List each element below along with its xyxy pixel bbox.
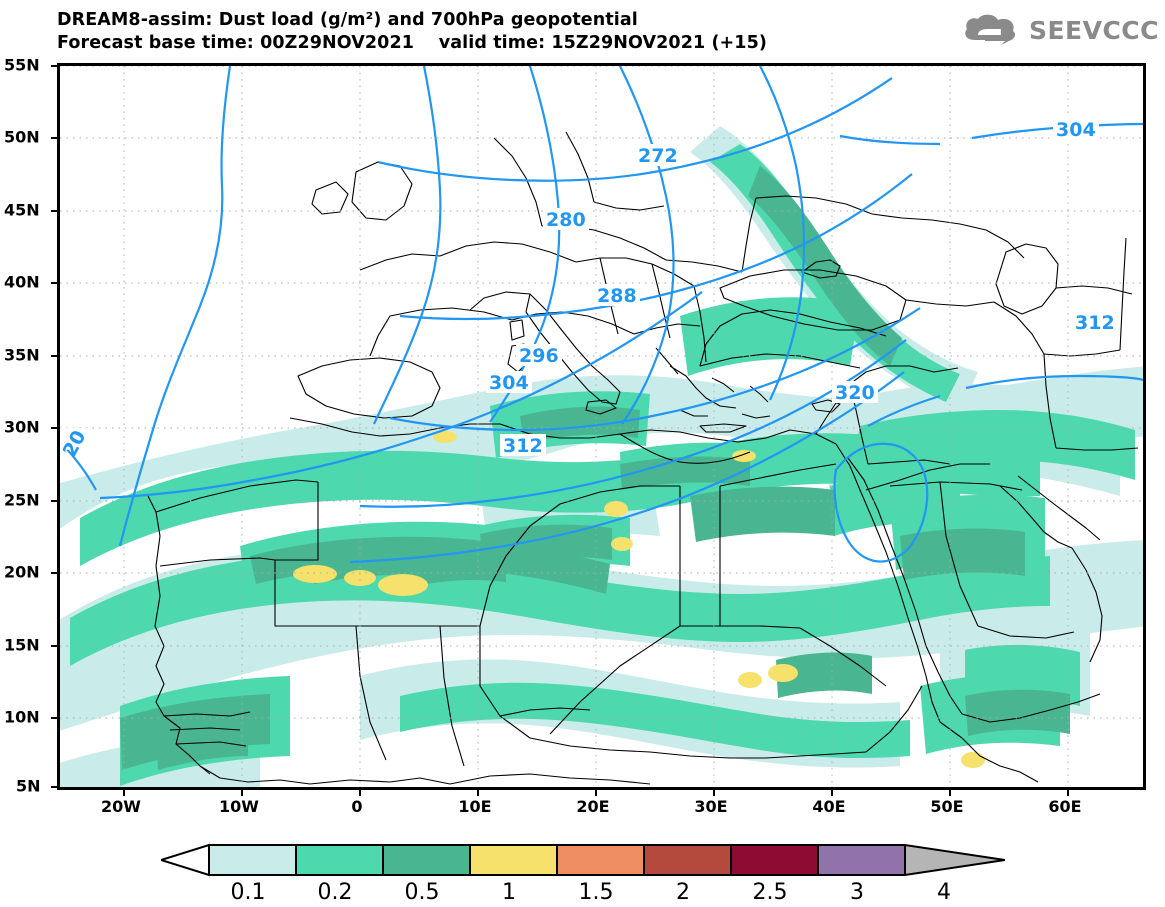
y-axis-tick-label: 30N — [4, 417, 40, 437]
y-tick — [51, 572, 60, 574]
colorbar-tick-label: 1 — [502, 880, 516, 905]
y-axis-tick-label: 40N — [4, 272, 40, 292]
svg-text:312: 312 — [503, 435, 543, 457]
x-axis-tick-label: 40E — [812, 797, 846, 816]
geopotential-contours — [60, 66, 1143, 564]
svg-text:272: 272 — [638, 145, 678, 167]
x-tick — [831, 787, 833, 796]
colorbar-arrow-high — [904, 843, 1005, 877]
x-axis-tick-label: 30E — [694, 797, 728, 816]
colorbar-tick-label: 0.5 — [404, 880, 440, 905]
x-tick — [713, 787, 715, 796]
y-tick — [51, 717, 60, 719]
x-tick — [123, 787, 125, 796]
svg-text:304: 304 — [489, 372, 529, 394]
y-axis-tick-label: 5N — [16, 776, 41, 796]
colorbar-tick-label: 2 — [676, 880, 690, 905]
page-title: DREAM8-assim: Dust load (g/m²) and 700hP… — [57, 10, 638, 30]
y-tick — [51, 500, 60, 502]
x-tick — [241, 787, 243, 796]
y-axis-tick-label: 20N — [4, 562, 40, 582]
map-plot-area[interactable]: 272 280 288 296 304 312 320 304 — [51, 63, 1146, 796]
colorbar-tick-label: 0.1 — [230, 880, 266, 905]
y-tick — [51, 355, 60, 357]
y-tick — [51, 282, 60, 284]
contour-labels: 272 280 288 296 304 312 320 304 — [60, 118, 1118, 461]
x-axis-tick-label: 20W — [101, 797, 141, 816]
dust-shading-level-1 — [293, 431, 985, 768]
colorbar-bin — [556, 844, 645, 876]
x-axis-tick-label: 20E — [576, 797, 610, 816]
svg-text:312: 312 — [1075, 312, 1115, 334]
chart-title-block: DREAM8-assim: Dust load (g/m²) and 700hP… — [57, 10, 1007, 54]
x-tick — [359, 787, 361, 796]
dust-load-map-svg: 272 280 288 296 304 312 320 304 — [60, 66, 1143, 787]
y-axis-tick-label: 25N — [4, 490, 40, 510]
colorbar-bin — [295, 844, 384, 876]
y-tick — [51, 427, 60, 429]
svg-text:304: 304 — [1056, 119, 1096, 141]
seevccc-logo: SEEVCCC — [961, 12, 1159, 48]
logo-text: SEEVCCC — [1028, 15, 1159, 45]
colorbar-tick-label: 1.5 — [578, 880, 614, 905]
x-axis-tick-label: 60E — [1048, 797, 1082, 816]
colorbar-bin — [730, 844, 819, 876]
x-tick — [949, 787, 951, 796]
colorbar-bin — [208, 844, 297, 876]
colorbar: 0.1 0.2 0.5 1 1.5 2 2.5 3 4 — [0, 840, 1165, 907]
svg-text:296: 296 — [519, 345, 559, 367]
colorbar-tick-labels: 0.1 0.2 0.5 1 1.5 2 2.5 3 4 — [0, 840, 1165, 907]
x-tick — [595, 787, 597, 796]
colorbar-bin — [469, 844, 558, 876]
x-axis-tick-label: 10E — [458, 797, 492, 816]
y-tick — [51, 137, 60, 139]
x-axis-tick-label: 0 — [351, 797, 363, 816]
colorbar-swatches[interactable] — [161, 843, 1005, 877]
y-axis-tick-label: 35N — [4, 345, 40, 365]
cloud-arrow-icon — [965, 14, 1015, 45]
svg-text:280: 280 — [546, 209, 586, 231]
y-axis-tick-label: 15N — [4, 635, 40, 655]
colorbar-bin — [643, 844, 732, 876]
y-tick — [51, 65, 60, 67]
x-tick — [1067, 787, 1069, 796]
y-tick — [51, 645, 60, 647]
forecast-time-subtitle: Forecast base time: 00Z29NOV2021 valid t… — [57, 33, 767, 53]
x-axis-tick-label: 50E — [930, 797, 964, 816]
colorbar-bin — [382, 844, 471, 876]
colorbar-tick-label: 2.5 — [752, 880, 788, 905]
colorbar-tick-label: 4 — [937, 880, 951, 905]
y-axis-tick-label: 45N — [4, 200, 40, 220]
y-axis-tick-label: 50N — [4, 127, 40, 147]
x-tick — [477, 787, 479, 796]
colorbar-tick-label: 0.2 — [317, 880, 353, 905]
y-tick — [51, 786, 60, 788]
map-coastlines-and-borders — [147, 131, 1139, 785]
svg-text:320: 320 — [835, 382, 875, 404]
svg-text:288: 288 — [597, 285, 637, 307]
colorbar-tick-label: 3 — [850, 880, 864, 905]
y-axis-tick-label: 55N — [4, 55, 40, 75]
y-axis-tick-label: 10N — [4, 707, 40, 727]
x-axis-tick-label: 10W — [219, 797, 259, 816]
y-tick — [51, 210, 60, 212]
